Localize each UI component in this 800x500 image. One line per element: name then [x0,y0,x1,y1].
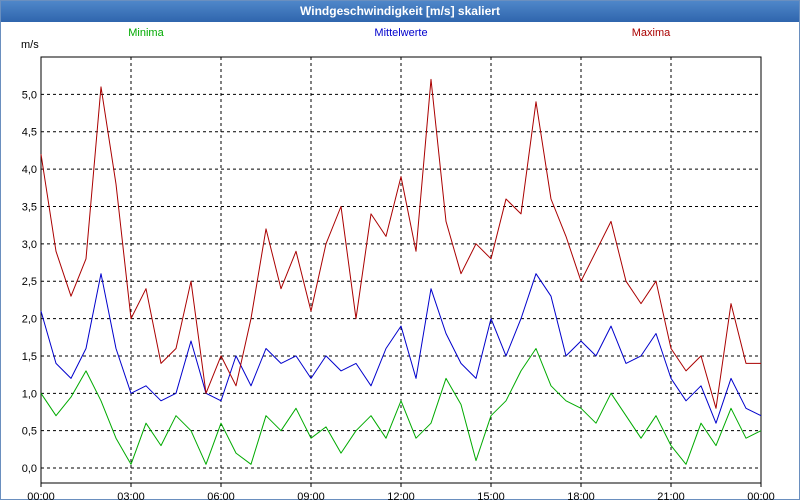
legend-mittelwerte: Mittelwerte [374,27,427,39]
y-tick-label: 1,5 [22,351,37,363]
x-tick-time: 03:00 [117,491,145,500]
window-title: Windgeschwindigkeit [m/s] skaliert [1,1,799,22]
series-line-maxima [40,78,761,409]
x-tick-time: 09:00 [297,491,325,500]
series-line-mittelwerte [40,273,762,424]
y-tick-label: 4,0 [22,164,37,176]
y-tick-label: 5,0 [22,89,37,101]
y-tick-label: 3,5 [22,201,37,213]
series-lines [40,78,762,465]
y-tick-label: 3,0 [22,239,37,251]
y-tick-label: 0,0 [22,463,37,475]
x-tick-time: 18:00 [567,491,595,500]
y-tick-label: 0,5 [22,426,37,438]
x-tick-time: 15:00 [477,491,505,500]
y-tick-label: 1,0 [22,388,37,400]
x-tick-time: 21:00 [657,491,685,500]
series-line-minima [40,348,762,465]
y-axis-ticks: 0,0 0,5 1,0 1,5 2,0 2,5 3,0 3,5 4,0 4,5 5,0 [22,89,37,475]
grid [41,57,761,483]
x-axis-ticks: 00:0011.05.1803:0011.05.1806:0011.05.180… [27,483,775,500]
y-tick-label: 4,5 [22,127,37,139]
x-tick-time: 00:00 [747,491,775,500]
y-axis-unit: m/s [21,39,39,51]
x-tick-time: 00:00 [27,491,55,500]
y-tick-label: 2,0 [22,314,37,326]
y-tick-label: 2,5 [22,276,37,288]
legend-minima: Minima [128,27,164,39]
x-tick-time: 12:00 [387,491,415,500]
x-tick-time: 06:00 [207,491,235,500]
legend-maxima: Maxima [632,27,671,39]
wind-speed-chart: 0,00,51,01,52,02,53,03,54,04,55,0 00:001… [21,27,775,500]
